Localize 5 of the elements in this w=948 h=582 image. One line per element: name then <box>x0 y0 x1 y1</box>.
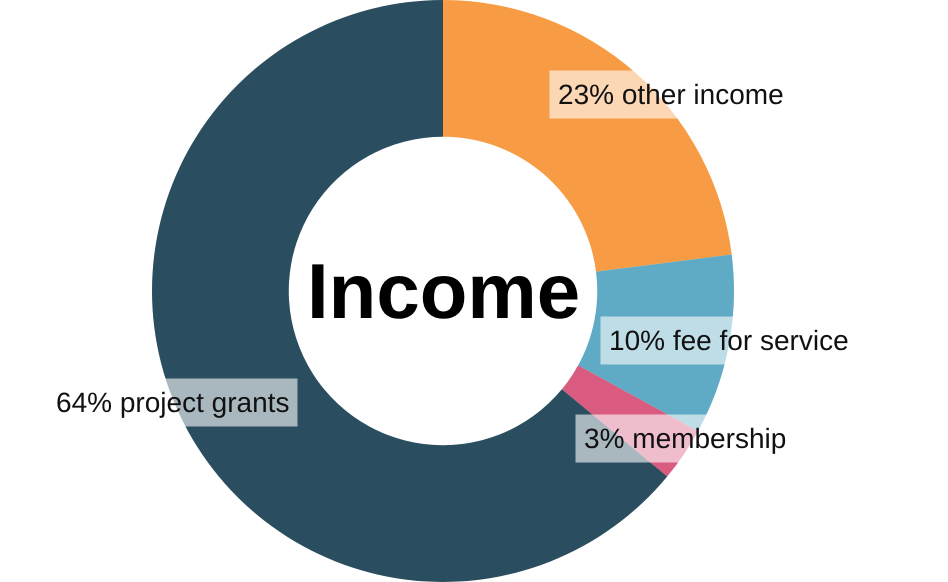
slice-label: 64% project grants <box>56 387 290 418</box>
slice-label: 3% membership <box>584 423 786 454</box>
text: Income <box>307 247 580 335</box>
slice-label: 10% fee for service <box>609 325 849 356</box>
slice-label: 23% other income <box>558 79 784 110</box>
